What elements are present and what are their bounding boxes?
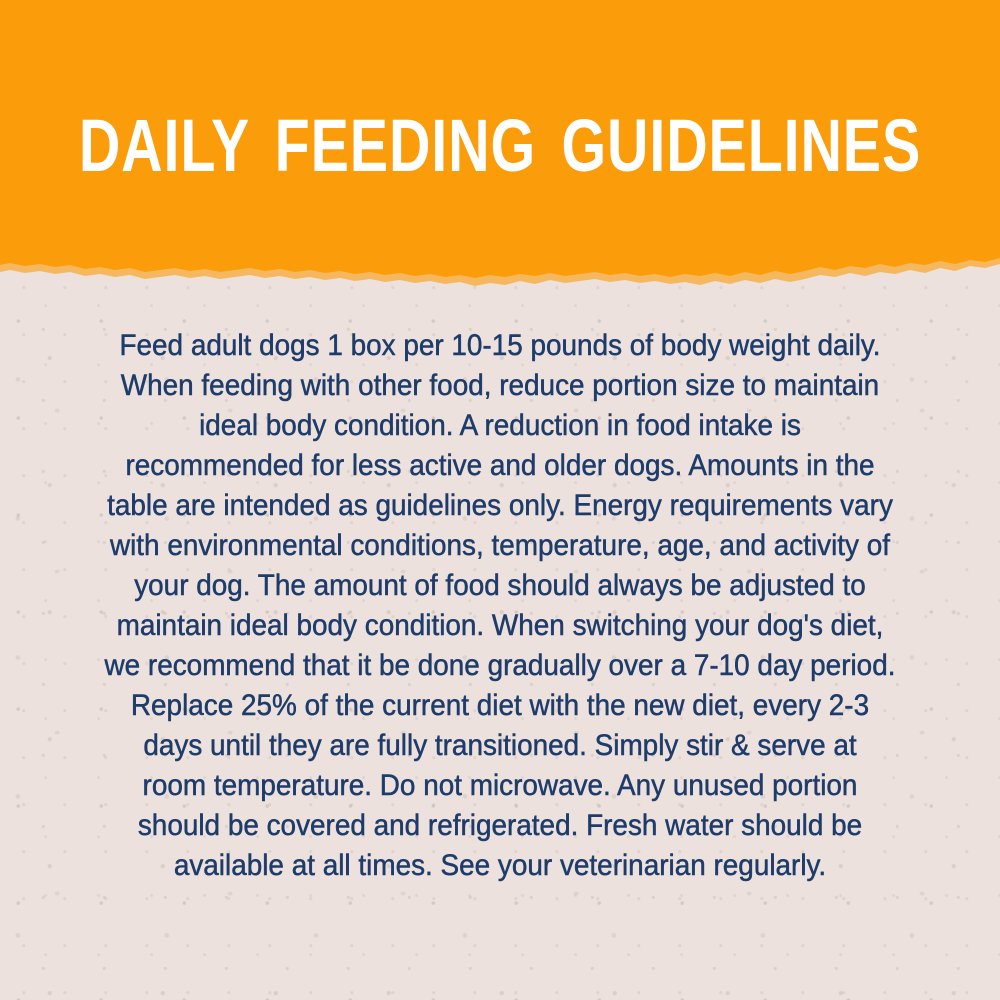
body-line: maintain ideal body condition. When swit… [116, 609, 884, 643]
body-line: ideal body condition. A reduction in foo… [199, 409, 801, 443]
body-line: table are intended as guidelines only. E… [107, 489, 893, 523]
feeding-guidelines-paragraph: Feed adult dogs 1 box per 10-15 pounds o… [0, 326, 1000, 886]
page-title: DAILY FEEDING GUIDELINES [78, 103, 922, 187]
torn-paper-edge-graphic [0, 250, 1000, 286]
body-line: with environmental conditions, temperatu… [109, 529, 891, 563]
body-line: recommended for less active and older do… [125, 449, 875, 483]
header-band [0, 0, 1000, 252]
body-line: available at all times. See your veterin… [173, 849, 827, 883]
body-line: should be covered and refrigerated. Fres… [137, 809, 863, 843]
body-line: Feed adult dogs 1 box per 10-15 pounds o… [119, 329, 881, 363]
body-line: your dog. The amount of food should alwa… [134, 569, 866, 603]
body-line: we recommend that it be done gradually o… [104, 649, 896, 683]
body-line: Replace 25% of the current diet with the… [130, 689, 870, 723]
body-line: When feeding with other food, reduce por… [120, 369, 880, 403]
body-line: room temperature. Do not microwave. Any … [142, 769, 858, 803]
body-line: days until they are fully transitioned. … [143, 729, 857, 763]
